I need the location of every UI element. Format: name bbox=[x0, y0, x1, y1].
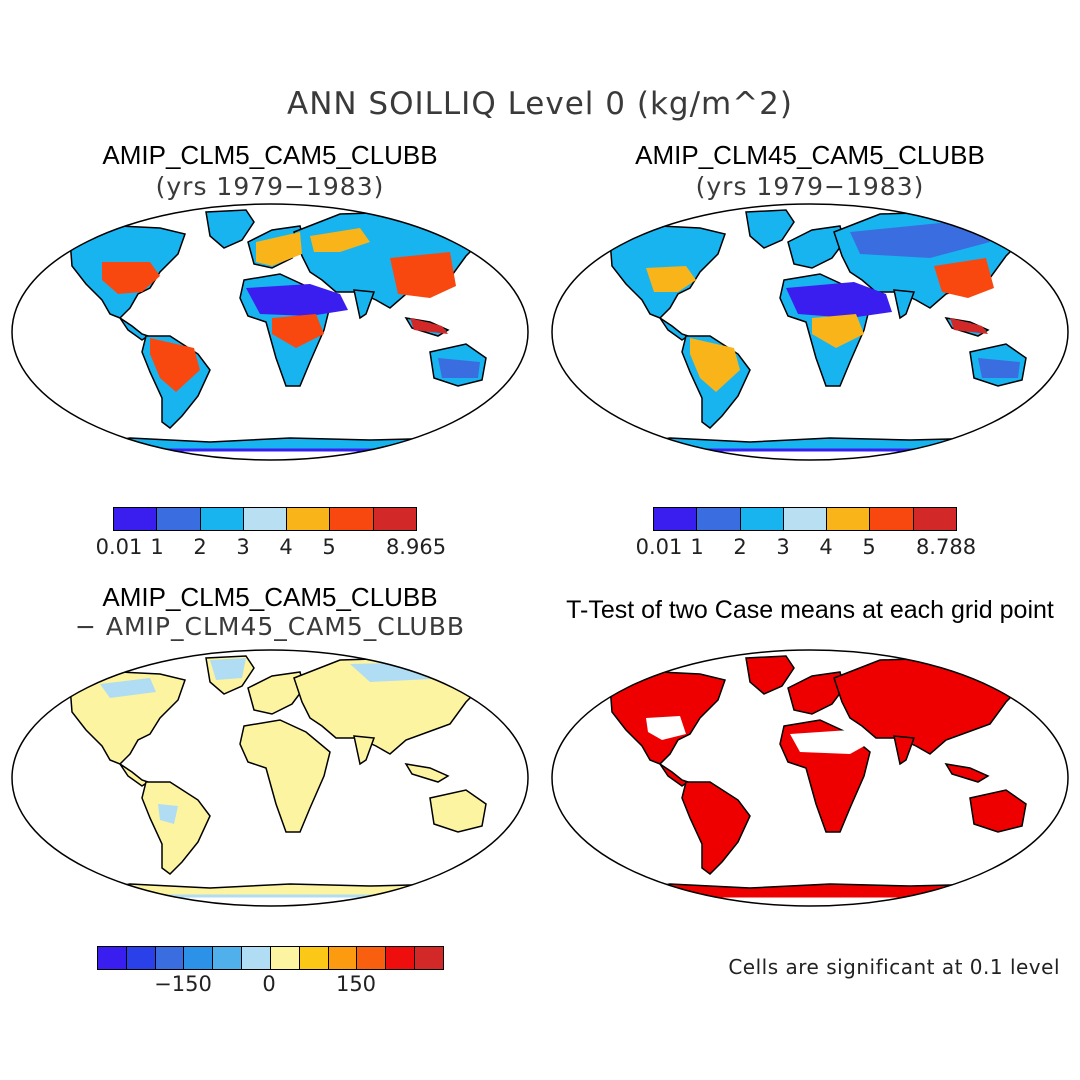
wet-region-east-asia bbox=[390, 252, 456, 298]
wet-region-east-us bbox=[646, 266, 696, 292]
colorbar-swatch bbox=[287, 508, 331, 530]
wet-region-east-asia bbox=[934, 258, 994, 298]
moist-region-north bbox=[850, 220, 990, 258]
colorbar-swatch bbox=[827, 508, 871, 530]
colorbar-tick-label: 5 bbox=[862, 535, 876, 559]
figure-title: ANN SOILLIQ Level 0 (kg/m^2) bbox=[286, 86, 794, 122]
colorbar-swatch bbox=[740, 508, 784, 530]
colorbar-swatch bbox=[415, 947, 443, 969]
colorbar-swatch bbox=[913, 508, 956, 530]
colorbar-tick-label: 3 bbox=[236, 535, 250, 559]
wet-region-se-asia bbox=[410, 318, 448, 334]
colorbar-tick-label: 0.01 bbox=[635, 535, 683, 559]
colorbar-tick-label: 1 bbox=[690, 535, 704, 559]
land-significant bbox=[609, 655, 1027, 906]
colorbar-swatch bbox=[157, 508, 201, 530]
moist-region-australia bbox=[438, 358, 480, 378]
colorbar-swatch bbox=[270, 947, 300, 969]
colorbar-tick-label: 4 bbox=[819, 535, 833, 559]
wet-region-central-africa bbox=[812, 314, 864, 348]
colorbar-tick-label: 2 bbox=[193, 535, 207, 559]
antarctica-edge bbox=[68, 894, 482, 906]
negative-diff-greenland bbox=[210, 658, 246, 680]
nonsignificant-north-america bbox=[646, 716, 686, 740]
colorbar-swatch bbox=[357, 947, 387, 969]
colorbar-tick-label: 8.788 bbox=[915, 535, 977, 559]
significance-note: Cells are significant at 0.1 level bbox=[728, 955, 1060, 979]
colorbar-swatch bbox=[870, 508, 914, 530]
colorbar-tick-label: 1 bbox=[150, 535, 164, 559]
colorbar-tick-label: 5 bbox=[322, 535, 336, 559]
colorbar-swatch bbox=[98, 947, 127, 969]
panel-3-subtitle: − AMIP_CLM45_CAM5_CLUBB bbox=[74, 612, 466, 641]
colorbar-swatch bbox=[243, 508, 288, 530]
colorbar-swatch bbox=[114, 508, 158, 530]
wet-region-amazon bbox=[690, 338, 740, 392]
colorbar-swatch bbox=[126, 947, 156, 969]
colorbar-swatch bbox=[783, 508, 828, 530]
colorbar-swatch bbox=[155, 947, 185, 969]
colorbar-panel-2 bbox=[653, 507, 957, 531]
panel-2-subtitle: (yrs 1979−1983) bbox=[695, 172, 925, 201]
colorbar-tick-label: −150 bbox=[154, 972, 212, 996]
colorbar-tick-label: 150 bbox=[335, 972, 377, 996]
colorbar-panel-3 bbox=[97, 946, 444, 970]
colorbar-panel-1 bbox=[113, 507, 417, 531]
colorbar-swatch bbox=[242, 947, 271, 969]
panel-1-subtitle: (yrs 1979−1983) bbox=[155, 172, 385, 201]
colorbar-swatch bbox=[373, 508, 416, 530]
colorbar-tick-label: 4 bbox=[279, 535, 293, 559]
map-panel-4 bbox=[551, 649, 1069, 907]
wet-region-se-asia bbox=[950, 318, 988, 334]
colorbar-swatch bbox=[200, 508, 244, 530]
dry-region-sahara bbox=[246, 284, 348, 316]
colorbar-tick-label: 2 bbox=[733, 535, 747, 559]
map-panel-3 bbox=[11, 649, 529, 907]
colorbar-swatch bbox=[386, 947, 416, 969]
map-panel-1 bbox=[11, 203, 529, 461]
colorbar-tick-label: 3 bbox=[776, 535, 790, 559]
wet-region-central-africa bbox=[272, 314, 324, 348]
negative-diff-amazon bbox=[158, 804, 178, 824]
panel-3-title: AMIP_CLM5_CAM5_CLUBB bbox=[102, 582, 438, 612]
ice-region-antarctica bbox=[608, 448, 1022, 460]
colorbar-swatch bbox=[213, 947, 243, 969]
map-panel-2 bbox=[551, 203, 1069, 461]
wet-region-east-us bbox=[102, 262, 160, 294]
colorbar-tick-label: 8.965 bbox=[385, 535, 447, 559]
colorbar-swatch bbox=[299, 947, 329, 969]
colorbar-swatch bbox=[184, 947, 214, 969]
moist-region-australia bbox=[978, 358, 1020, 378]
ice-region-antarctica bbox=[68, 448, 482, 460]
dry-region-sahara bbox=[786, 282, 892, 318]
wet-region-siberia bbox=[310, 228, 370, 252]
panel-4-title: T-Test of two Case means at each grid po… bbox=[566, 596, 1054, 624]
colorbar-swatch bbox=[328, 947, 358, 969]
negative-diff-canada bbox=[100, 678, 156, 698]
colorbar-swatch bbox=[654, 508, 698, 530]
wet-region-amazon bbox=[150, 338, 200, 392]
panel-2-title: AMIP_CLM45_CAM5_CLUBB bbox=[635, 140, 985, 170]
nonsignificant-sahara bbox=[790, 730, 868, 754]
nonsignificant-antarctica bbox=[608, 894, 1022, 906]
colorbar-tick-label: 0 bbox=[262, 972, 276, 996]
colorbar-swatch bbox=[330, 508, 374, 530]
panel-1-title: AMIP_CLM5_CAM5_CLUBB bbox=[102, 140, 438, 170]
wet-region-europe bbox=[256, 232, 302, 266]
colorbar-tick-label: 0.01 bbox=[95, 535, 143, 559]
colorbar-swatch bbox=[697, 508, 741, 530]
